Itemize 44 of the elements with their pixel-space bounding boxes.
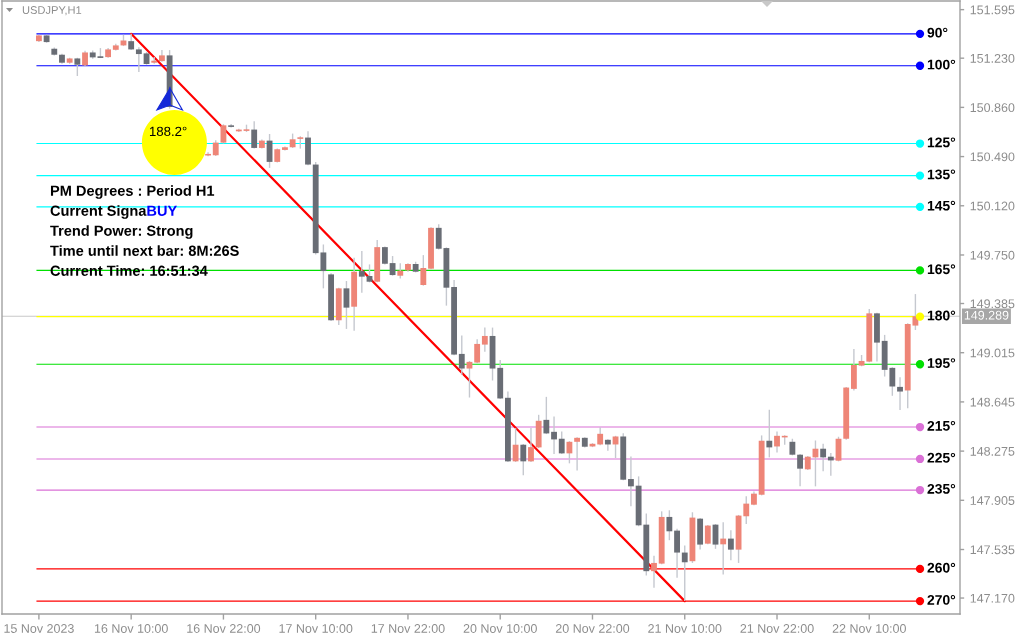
y-tick-label: 149.750: [970, 250, 1015, 260]
y-tick-label: 150.120: [970, 201, 1015, 211]
annotation: Current Signa: [50, 205, 147, 219]
text: 270°: [927, 594, 956, 605]
annotation: BUY: [147, 205, 177, 216]
text: 180°: [927, 310, 956, 321]
text: 235°: [927, 483, 956, 494]
x-tick-label: 20 Nov 22:00: [555, 624, 630, 633]
x-tick-label: 22 Nov 10:00: [832, 624, 906, 633]
y-tick-label: 149.385: [970, 299, 1015, 309]
y-tick-label: 147.170: [970, 593, 1015, 603]
text: 90°: [927, 27, 948, 38]
text: 165°: [927, 264, 956, 275]
y-tick-label: 148.275: [970, 446, 1015, 456]
text: 145°: [927, 200, 956, 211]
text: 125°: [927, 137, 956, 148]
annotation: PM Degrees : Period H1: [50, 185, 215, 199]
y-tick-label: 147.535: [970, 545, 1015, 555]
annotation: Time until next bar: 8M:26S: [50, 245, 239, 256]
text: 135°: [927, 169, 956, 180]
text: 260°: [927, 562, 956, 573]
ref-line-label: 149.289: [964, 310, 1009, 320]
text: 225°: [927, 452, 956, 463]
y-tick-label: 150.860: [970, 103, 1015, 113]
x-tick-label: 20 Nov 10:00: [463, 624, 537, 633]
y-tick-label: 151.595: [970, 5, 1015, 15]
y-tick-label: 149.015: [970, 348, 1015, 358]
y-tick-label: 147.905: [970, 496, 1015, 505]
annotation: Trend Power: Strong: [50, 225, 193, 239]
y-tick-label: 151.230: [970, 53, 1015, 63]
y-tick-label: 150.490: [970, 152, 1015, 162]
text: 215°: [927, 420, 956, 431]
annotation: 188.2°: [149, 126, 187, 137]
x-tick-label: 15 Nov 2023: [4, 624, 74, 633]
x-tick-label: 16 Nov 10:00: [94, 624, 168, 633]
y-tick-label: 148.645: [970, 397, 1015, 407]
x-tick-label: 16 Nov 22:00: [187, 624, 261, 633]
text: 195°: [927, 358, 956, 369]
chart-title: USDJPY,H1: [22, 6, 82, 16]
x-tick-label: 21 Nov 22:00: [740, 624, 814, 633]
x-tick-label: 21 Nov 10:00: [648, 624, 722, 633]
text: 100°: [927, 59, 956, 70]
x-tick-label: 17 Nov 10:00: [279, 624, 353, 633]
x-tick-label: 17 Nov 22:00: [371, 624, 445, 633]
